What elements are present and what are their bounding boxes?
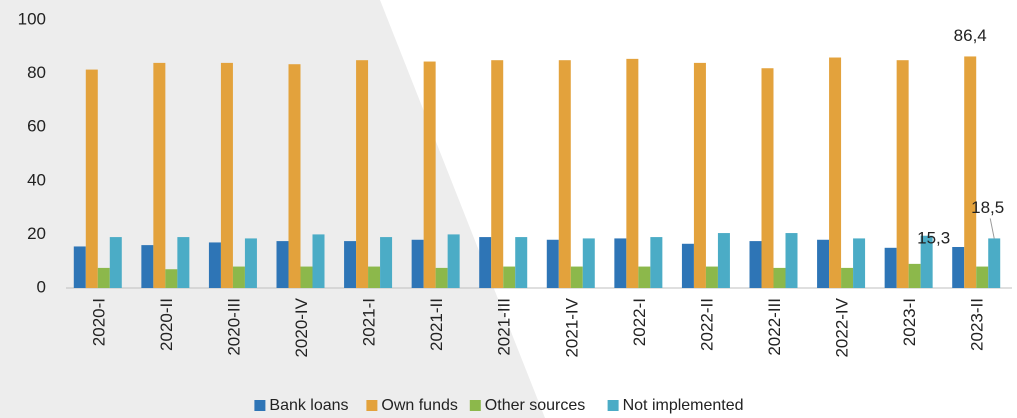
- bar: [896, 60, 909, 289]
- bar: [681, 243, 694, 288]
- bar: [220, 62, 233, 288]
- bar: [423, 61, 436, 288]
- bar: [964, 56, 977, 288]
- bar: [853, 238, 866, 288]
- data-label: 15,3: [917, 228, 950, 247]
- leader-line: [989, 218, 995, 239]
- bar: [276, 241, 289, 288]
- legend-swatch: [469, 400, 481, 411]
- y-tick-label: 20: [27, 224, 46, 243]
- bar: [693, 62, 706, 288]
- x-tick-label: 2023-II: [968, 298, 987, 351]
- bar: [570, 266, 583, 288]
- bar: [515, 237, 528, 288]
- bar: [356, 60, 369, 289]
- legend-swatch: [254, 400, 266, 411]
- x-tick-label: 2020-III: [224, 298, 243, 356]
- bar: [447, 234, 460, 288]
- bar: [558, 60, 571, 289]
- x-tick-label: 2021-III: [495, 298, 514, 356]
- bar: [582, 238, 595, 288]
- legend-label: Bank loans: [269, 397, 348, 414]
- bar: [97, 267, 110, 288]
- y-tick-label: 60: [27, 117, 46, 136]
- x-tick-label: 2022-I: [630, 298, 649, 346]
- bar: [503, 266, 516, 288]
- bar: [829, 57, 842, 288]
- bar: [761, 68, 774, 289]
- bar: [988, 238, 1001, 288]
- bar: [908, 263, 921, 288]
- x-tick-label: 2020-II: [157, 298, 176, 351]
- bar: [232, 266, 245, 288]
- bar: [344, 241, 357, 288]
- bar: [614, 238, 627, 288]
- y-tick-label: 40: [27, 170, 46, 189]
- bar: [638, 266, 651, 288]
- x-tick-label: 2023-I: [900, 298, 919, 346]
- legend-label: Other sources: [485, 397, 585, 414]
- bar: [411, 239, 424, 288]
- bar: [479, 237, 492, 288]
- bar: [435, 267, 448, 288]
- bar: [717, 233, 730, 288]
- bar: [177, 237, 190, 288]
- bar: [288, 64, 301, 288]
- bar: [312, 234, 325, 288]
- bar: [749, 241, 762, 288]
- x-tick-label: 2020-IV: [292, 297, 311, 357]
- x-tick-label: 2022-IV: [833, 297, 852, 357]
- data-label: 18,5: [971, 198, 1004, 217]
- bar: [73, 246, 86, 288]
- bar: [773, 267, 786, 288]
- y-tick-label: 80: [27, 63, 46, 82]
- y-tick-label: 100: [18, 9, 46, 28]
- bar: [109, 237, 122, 288]
- data-label: 86,4: [954, 26, 987, 45]
- bar: [85, 69, 98, 288]
- bar: [920, 235, 933, 288]
- legend-swatch: [366, 400, 378, 411]
- x-tick-label: 2021-I: [360, 298, 379, 346]
- legend-label: Not implemented: [623, 397, 744, 414]
- bar: [976, 266, 989, 288]
- bar: [817, 239, 830, 288]
- bar: [380, 237, 393, 288]
- bar: [368, 266, 381, 288]
- bar: [546, 239, 559, 288]
- x-tick-label: 2020-I: [89, 298, 108, 346]
- x-tick-label: 2022-III: [765, 298, 784, 356]
- bar: [300, 266, 313, 288]
- x-tick-label: 2021-IV: [562, 297, 581, 357]
- bar: [208, 242, 221, 288]
- bar: [952, 246, 965, 288]
- y-tick-label: 0: [37, 277, 46, 296]
- bar: [705, 266, 718, 288]
- bar: [626, 58, 639, 288]
- bar: [650, 237, 663, 288]
- bar: [785, 233, 798, 288]
- background-shape: [0, 0, 545, 418]
- bar: [141, 245, 154, 288]
- bar: [165, 269, 178, 288]
- bar: [491, 60, 504, 289]
- bar: [841, 267, 854, 288]
- x-tick-label: 2022-II: [697, 298, 716, 351]
- bar: [884, 247, 897, 288]
- bar: [244, 238, 257, 288]
- x-tick-label: 2021-II: [427, 298, 446, 351]
- bar: [153, 62, 166, 288]
- legend-swatch: [607, 400, 619, 411]
- legend-label: Own funds: [381, 397, 457, 414]
